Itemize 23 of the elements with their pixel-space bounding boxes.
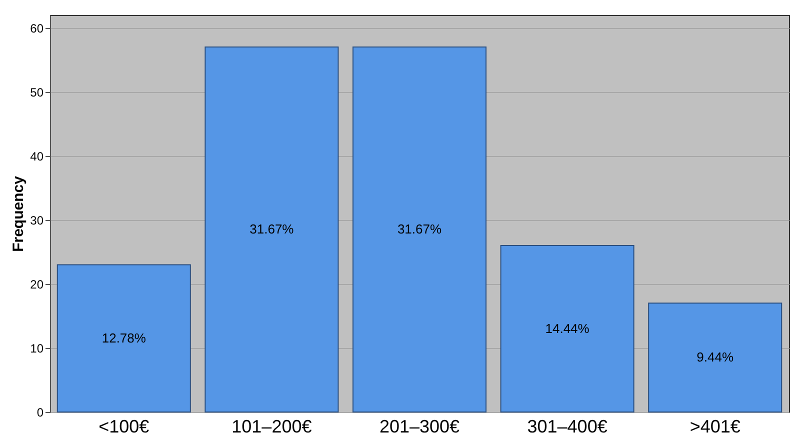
x-tick-label: >401€ — [690, 416, 740, 436]
annotation: 14.44% — [545, 320, 590, 336]
bar — [56, 264, 191, 412]
y-tick-label: 20 — [30, 277, 44, 292]
x-tick-label: 301–400€ — [527, 416, 608, 436]
bar — [204, 46, 339, 412]
y-tick-label: 60 — [30, 21, 44, 36]
bar — [500, 245, 634, 412]
annotation: 9.44% — [696, 350, 734, 365]
x-tick-label: 101–200€ — [232, 416, 312, 436]
annotation: 12.78% — [102, 330, 146, 346]
x-tick-label: <100€ — [98, 416, 150, 436]
y-tick-label: 40 — [30, 149, 44, 164]
y-tick-label: 10 — [30, 341, 44, 356]
x-tick-label: 201–300€ — [379, 416, 460, 436]
annotation: 31.67% — [250, 222, 294, 237]
bar — [648, 302, 782, 412]
bar — [352, 46, 487, 412]
y-axis-title: Frequency — [10, 175, 28, 252]
annotation: 31.67% — [397, 222, 442, 237]
y-tick-label: 30 — [30, 213, 44, 228]
y-tick-label: 50 — [30, 85, 44, 100]
y-tick-label: 0 — [36, 406, 44, 420]
